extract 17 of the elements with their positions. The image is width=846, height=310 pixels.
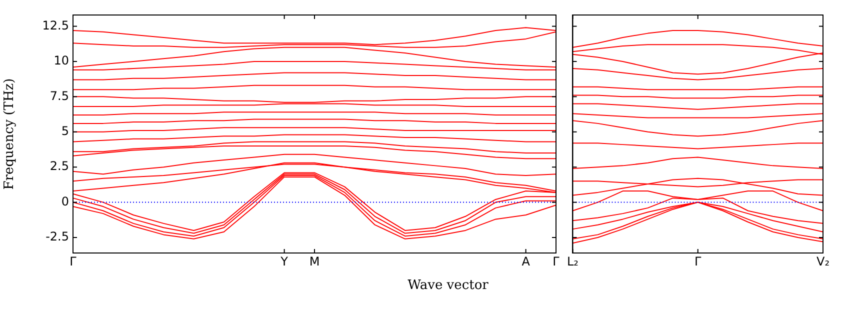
x-tick-label: V₂ [816, 254, 830, 268]
y-tick-label: 10 [54, 54, 69, 68]
y-tick-label: 2.5 [50, 159, 69, 174]
y-tick-label: 7.5 [50, 88, 69, 103]
x-tick-label: A [522, 254, 531, 268]
y-tick-label: 12.5 [42, 18, 69, 32]
x-tick-label: Y [280, 254, 289, 268]
x-tick-label: Γ [552, 254, 560, 268]
y-tick-label: -2.5 [46, 230, 69, 244]
x-tick-label: M [309, 254, 320, 268]
x-tick-label: Γ [694, 254, 702, 268]
x-tick-label: Γ [70, 254, 77, 268]
x-tick-label: L₂ [567, 254, 579, 268]
y-tick-label: 5 [61, 124, 69, 138]
x-axis-title: Wave vector [406, 278, 490, 293]
y-axis-title: Frequency (THz) [2, 78, 18, 190]
y-tick-label: 0 [61, 194, 69, 208]
